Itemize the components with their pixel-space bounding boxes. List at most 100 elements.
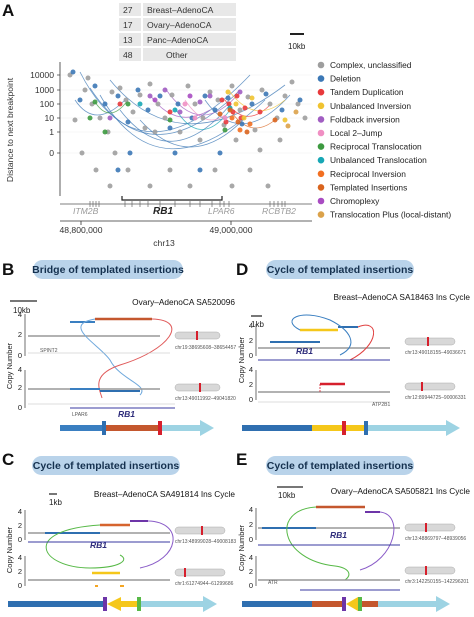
breakpoint-point	[212, 167, 218, 173]
breakpoint-point	[77, 97, 83, 103]
legend-label: Reciprocal Inversion	[330, 169, 406, 179]
breakpoint-point	[235, 119, 241, 125]
legend-marker	[317, 143, 325, 150]
breakpoint-point	[147, 183, 153, 189]
cn-tick: 2	[18, 521, 22, 530]
breakpoint-point	[293, 109, 299, 115]
panel-d-chr-top: chr13:49018155–49036671	[405, 350, 466, 356]
x-axis: 48,800,000 49,000,000 chr13	[59, 220, 312, 248]
breakpoint-point	[297, 97, 303, 103]
breakpoint-point	[172, 150, 178, 156]
legend-label: Translocation Plus (local-distant)	[330, 210, 451, 220]
breakpoint-point	[137, 101, 143, 107]
cn-tick: 0	[18, 403, 22, 412]
panel-c-chr-bottom: chr1:61274944–61299686	[175, 581, 234, 587]
y-tick-label: 1	[49, 127, 54, 137]
breakpoint-point	[182, 101, 188, 107]
breakpoint-point	[229, 115, 235, 121]
panel-c-chr-top: chr13:48999028–49008183	[175, 539, 236, 545]
breakpoint-point	[197, 99, 203, 105]
breakpoint-point	[157, 93, 163, 99]
legend-marker	[317, 170, 325, 178]
count-table-label: Ovary–AdenoCA	[147, 20, 212, 30]
legend-label: Unbalanced Inversion	[330, 101, 411, 111]
breakpoint-point	[147, 81, 153, 87]
panel-b-scale-label: 10kb	[13, 306, 31, 315]
legend-marker	[317, 197, 325, 205]
breakpoint-point	[207, 89, 213, 95]
breakpoint-arc	[229, 91, 286, 112]
y-tick-label: 10000	[30, 70, 54, 80]
legend-label: Foldback inversion	[330, 114, 400, 124]
breakpoint-point	[257, 109, 263, 115]
legend-marker	[317, 102, 325, 110]
legend-marker	[317, 211, 325, 218]
panel-b-chr-bottom: chr13:49011992–49041820	[175, 396, 236, 402]
breakpoint-point	[87, 115, 93, 121]
panel-c-banner-text: Cycle of templated insertions	[33, 460, 180, 472]
breakpoint-point	[226, 101, 232, 107]
panel-b-gene-main: RB1	[118, 409, 135, 419]
breakpoint-point	[127, 150, 133, 156]
panel-e-rearrangement: RB1 ATR chr13:48869797–48939056 chr3:142…	[258, 505, 469, 591]
panel-d-title: Breast–AdenoCA SA18463 Ins Cycle	[333, 292, 470, 302]
legend-label: Local 2–Jump	[330, 128, 382, 138]
panel-b-gene-small-top: SPINT2	[40, 348, 58, 354]
breakpoint-point	[282, 93, 288, 99]
breakpoint-arc	[94, 99, 129, 114]
breakpoint-point	[177, 129, 183, 135]
breakpoint-point	[289, 79, 295, 85]
breakpoint-point	[172, 107, 178, 113]
breakpoint-point	[263, 91, 269, 97]
breakpoint-point	[187, 93, 193, 99]
cn-tick: 4	[18, 553, 22, 562]
breakpoint-point	[227, 107, 233, 113]
breakpoint-point	[257, 147, 263, 153]
breakpoint-point	[167, 117, 173, 123]
panel-d-banner-text: Cycle of templated insertions	[267, 264, 414, 276]
gene-label-rcbtb2: RCBTB2	[262, 206, 296, 216]
breakpoint-point	[229, 183, 235, 189]
legend-label: Templated Insertions	[330, 182, 407, 192]
count-table-label: Breast–AdenoCA	[147, 5, 214, 15]
panel-d-scale-label: 1kb	[251, 320, 264, 329]
breakpoint-point	[249, 95, 255, 101]
breakpoint-point	[92, 83, 98, 89]
panel-b-summary-bar	[60, 420, 214, 436]
panel-e-chr-bottom: chr3:142250155–142296201	[405, 579, 469, 585]
x-tick-label: 49,000,000	[209, 225, 252, 235]
breakpoint-point	[102, 129, 108, 135]
breakpoint-point	[167, 125, 173, 131]
breakpoint-point	[192, 101, 198, 107]
legend-marker	[317, 75, 325, 82]
rb1-bracket	[121, 196, 223, 201]
breakpoint-point	[107, 115, 113, 121]
panel-e-scale-label: 10kb	[278, 491, 296, 500]
cn-tick: 2	[249, 567, 253, 576]
cn-tick: 0	[249, 581, 253, 590]
cn-tick: 0	[18, 581, 22, 590]
cn-tick: 2	[249, 520, 253, 529]
panel-c-summary-bar	[8, 596, 217, 612]
panel-d-gene-main: RB1	[296, 346, 313, 356]
panel-d-gene-small: ATP2B1	[372, 402, 390, 408]
cn-axis-label: Copy Number	[237, 336, 246, 383]
panel-c-banner	[32, 456, 180, 475]
cn-tick: 4	[249, 365, 253, 374]
legend-label: Reciprocal Translocation	[330, 142, 422, 152]
panel-e-title: Ovary–AdenoCA SA505821 Ins Cycle	[331, 486, 471, 496]
breakpoint-point	[223, 119, 229, 125]
cn-tick: 0	[249, 351, 253, 360]
panel-e-gene-small: ATR	[268, 580, 278, 586]
breakpoint-arc	[89, 87, 241, 135]
panel-d-banner	[266, 260, 414, 279]
breakpoint-point	[117, 101, 123, 107]
breakpoint-point	[233, 101, 239, 107]
cn-tick: 2	[18, 567, 22, 576]
breakpoint-point	[79, 150, 85, 156]
breakpoint-point	[237, 89, 243, 95]
cn-tick: 4	[18, 310, 22, 319]
gene-label-rb1: RB1	[153, 206, 173, 217]
breakpoint-arc	[164, 87, 241, 116]
